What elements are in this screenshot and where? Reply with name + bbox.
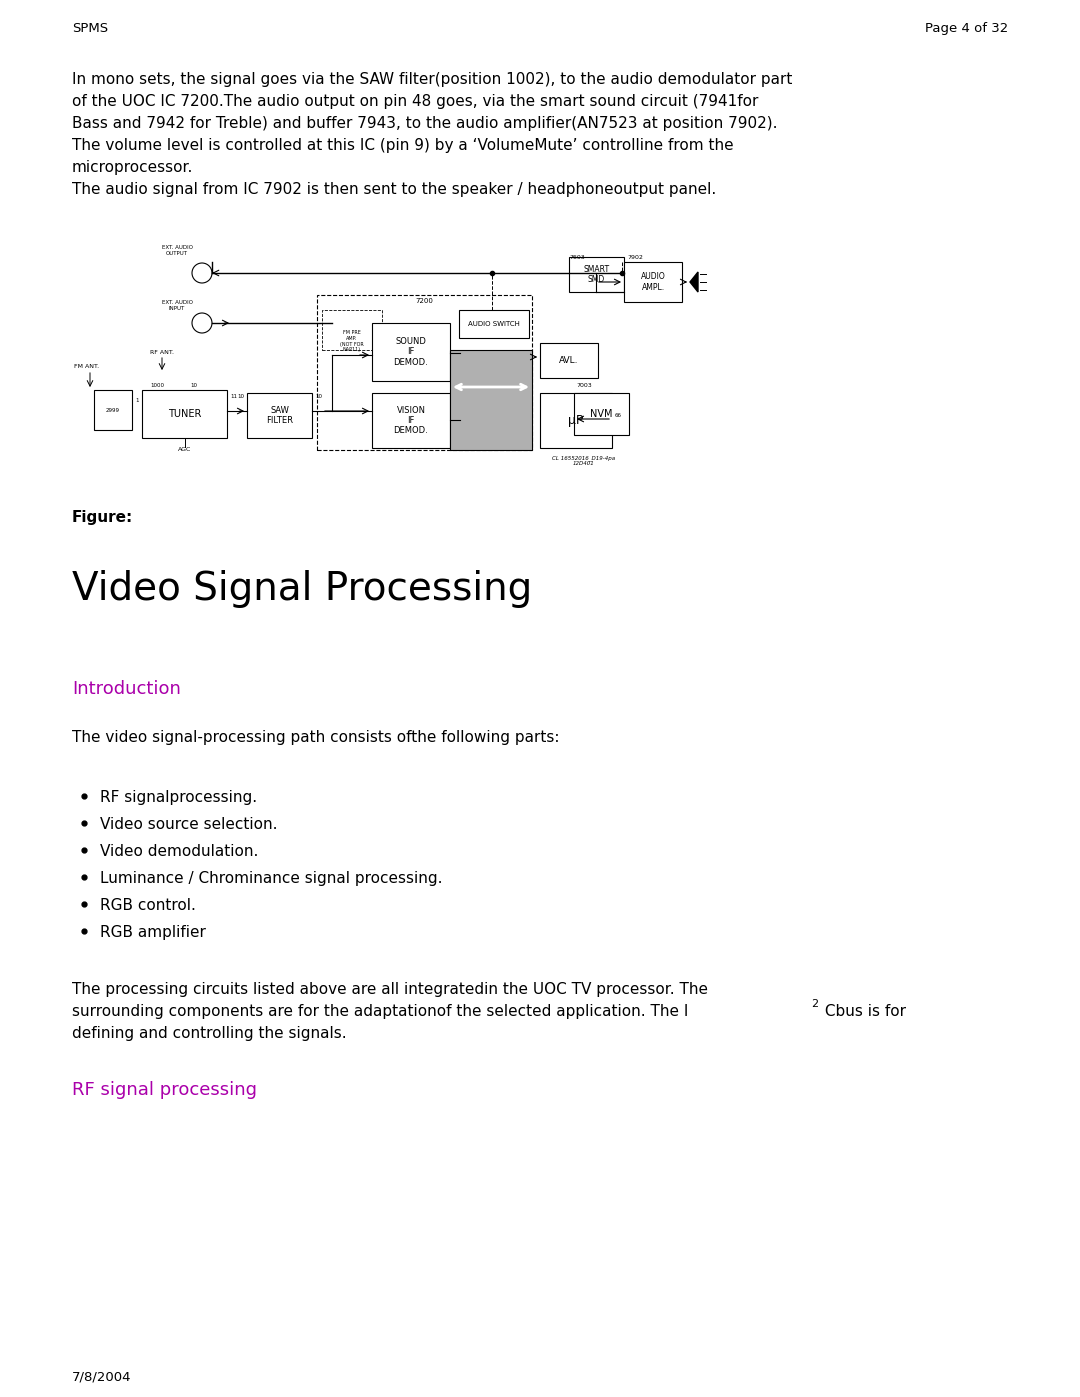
Bar: [322, 310, 382, 351]
Text: 7003: 7003: [576, 383, 592, 388]
Text: 2: 2: [811, 999, 819, 1009]
Text: 7200: 7200: [415, 298, 433, 305]
Text: 10: 10: [237, 394, 244, 400]
Text: 7603: 7603: [569, 256, 584, 260]
Text: surrounding components are for the adaptationof the selected application. The I: surrounding components are for the adapt…: [72, 1004, 688, 1018]
Polygon shape: [690, 272, 698, 292]
Text: CL 16552016_D19-4pa
12D401: CL 16552016_D19-4pa 12D401: [552, 455, 616, 467]
Text: 11: 11: [230, 394, 237, 400]
Text: The video signal-processing path consists ofthe following parts:: The video signal-processing path consist…: [72, 731, 559, 745]
Text: microprocessor.: microprocessor.: [72, 161, 193, 175]
Text: Page 4 of 32: Page 4 of 32: [924, 22, 1008, 35]
Text: 2999: 2999: [106, 408, 120, 412]
Text: FM PRE
AMP.
(NOT FOR
NAP11): FM PRE AMP. (NOT FOR NAP11): [340, 330, 364, 352]
Text: Cbus is for: Cbus is for: [821, 1004, 906, 1018]
Text: SAW
FILTER: SAW FILTER: [266, 405, 293, 425]
Bar: [94, 390, 132, 430]
Text: SMART
SMD: SMART SMD: [583, 265, 609, 284]
Text: Video source selection.: Video source selection.: [100, 817, 278, 833]
Text: 1: 1: [135, 398, 139, 402]
Text: In mono sets, the signal goes via the SAW filter(position 1002), to the audio de: In mono sets, the signal goes via the SA…: [72, 73, 793, 87]
Bar: [459, 310, 529, 338]
Text: Video demodulation.: Video demodulation.: [100, 844, 258, 859]
Bar: [540, 393, 612, 448]
Text: EXT. AUDIO
OUTPUT: EXT. AUDIO OUTPUT: [162, 244, 192, 256]
Bar: [624, 263, 681, 302]
Text: 7902: 7902: [627, 256, 643, 260]
Text: SOUND
IF
DEMOD.: SOUND IF DEMOD.: [393, 337, 429, 367]
Text: AUDIO SWITCH: AUDIO SWITCH: [468, 321, 519, 327]
Bar: [372, 393, 450, 448]
Text: RGB control.: RGB control.: [100, 898, 195, 914]
Text: μP: μP: [568, 414, 583, 427]
Text: of the UOC IC 7200.The audio output on pin 48 goes, via the smart sound circuit : of the UOC IC 7200.The audio output on p…: [72, 94, 758, 109]
Bar: [450, 351, 532, 450]
Bar: [372, 323, 450, 381]
Text: AGC: AGC: [178, 447, 191, 453]
Text: EXT. AUDIO
INPUT: EXT. AUDIO INPUT: [162, 300, 192, 310]
Bar: [141, 390, 227, 439]
Text: FM ANT.: FM ANT.: [75, 365, 99, 369]
Text: 66: 66: [615, 414, 622, 418]
Bar: [569, 257, 624, 292]
Text: Luminance / Chrominance signal processing.: Luminance / Chrominance signal processin…: [100, 870, 443, 886]
Text: The processing circuits listed above are all integratedin the UOC TV processor. : The processing circuits listed above are…: [72, 982, 708, 997]
Text: 10: 10: [315, 394, 322, 400]
Text: NVM: NVM: [591, 409, 612, 419]
Text: Video Signal Processing: Video Signal Processing: [72, 570, 532, 608]
Bar: [573, 393, 629, 434]
Text: Bass and 7942 for Treble) and buffer 7943, to the audio amplifier(AN7523 at posi: Bass and 7942 for Treble) and buffer 794…: [72, 116, 778, 131]
Text: RF ANT.: RF ANT.: [150, 351, 174, 355]
Text: RGB amplifier: RGB amplifier: [100, 925, 206, 940]
Text: defining and controlling the signals.: defining and controlling the signals.: [72, 1025, 347, 1041]
Text: The audio signal from IC 7902 is then sent to the speaker / headphoneoutput pane: The audio signal from IC 7902 is then se…: [72, 182, 716, 197]
Bar: [318, 295, 532, 450]
Text: TUNER: TUNER: [167, 409, 201, 419]
Text: The volume level is controlled at this IC (pin 9) by a ‘VolumeMute’ controlline : The volume level is controlled at this I…: [72, 138, 733, 154]
Text: RF signalprocessing.: RF signalprocessing.: [100, 789, 257, 805]
Text: VISION
IF
DEMOD.: VISION IF DEMOD.: [393, 405, 429, 436]
Text: Figure:: Figure:: [72, 510, 133, 525]
Text: 7/8/2004: 7/8/2004: [72, 1370, 132, 1383]
Text: 1000: 1000: [150, 383, 164, 388]
Text: Introduction: Introduction: [72, 680, 180, 698]
Bar: [247, 393, 312, 439]
Bar: [540, 344, 598, 379]
Text: AVL.: AVL.: [559, 356, 579, 365]
Text: AUDIO
AMPL.: AUDIO AMPL.: [640, 272, 665, 292]
Text: RF signal processing: RF signal processing: [72, 1081, 257, 1099]
Text: 10: 10: [190, 383, 197, 388]
Text: SPMS: SPMS: [72, 22, 108, 35]
